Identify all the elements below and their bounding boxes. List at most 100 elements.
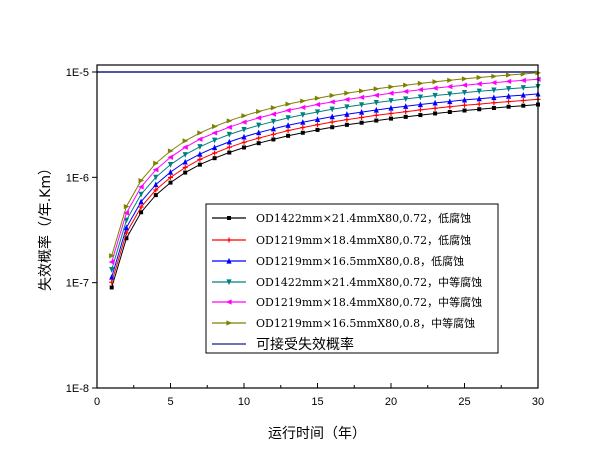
legend-item: OD1219mm×18.4mmX80,0.72，低腐蚀 [212,233,471,247]
marker-triangle-up [476,95,482,102]
y-axis-label: 失效概率（/年.Km） [37,161,54,291]
series-5 [108,76,541,265]
marker-triangle-down [506,86,512,92]
series-line [111,104,539,288]
marker-triangle-right [270,105,277,111]
marker-triangle-up [226,257,232,264]
marker-plus [270,131,276,137]
marker-plus [300,125,306,131]
marker-square [418,113,423,118]
marker-triangle-right [226,320,233,326]
legend-item-acceptable: 可接受失效概率 [212,336,354,353]
marker-triangle-up [329,113,335,120]
marker-plus [315,122,320,128]
marker-triangle-down [417,94,423,101]
marker-triangle-left [461,82,468,88]
marker-triangle-left [167,154,174,160]
marker-triangle-right [388,84,395,90]
marker-triangle-left [490,80,497,86]
marker-triangle-up [520,91,526,98]
marker-triangle-right [476,74,483,81]
marker-triangle-right [109,253,115,259]
marker-triangle-right [359,88,365,94]
marker-triangle-up [256,129,262,136]
marker-plus [506,99,512,105]
series-2 [109,96,541,285]
series-6 [109,70,542,259]
marker-plus [491,100,497,106]
marker-square [183,170,188,175]
marker-square [477,107,482,112]
marker-square [359,120,364,125]
marker-triangle-right [212,123,218,130]
marker-triangle-down [491,87,497,94]
marker-plus [447,104,453,110]
x-tick-label: 15 [311,396,323,408]
marker-triangle-left [270,111,276,117]
marker-triangle-down [359,102,365,108]
legend-item: OD1219mm×16.5mmX80,0.8，低腐蚀 [212,254,464,268]
marker-triangle-down [270,118,276,125]
marker-triangle-right [182,138,189,144]
legend-label: OD1219mm×16.5mmX80,0.8，低腐蚀 [256,254,464,268]
marker-plus [403,109,409,115]
marker-triangle-right [138,177,145,184]
marker-triangle-down [344,104,350,111]
marker-plus [285,128,291,134]
marker-triangle-left [226,124,232,130]
marker-plus [417,107,423,113]
marker-plus [168,174,173,180]
marker-triangle-up [197,151,203,157]
marker-square [315,127,320,132]
marker-triangle-up [212,144,218,151]
marker-square [491,106,496,111]
marker-plus [388,110,394,116]
marker-plus [182,164,188,170]
marker-triangle-down [329,106,335,113]
marker-triangle-down [212,137,218,144]
marker-triangle-up [388,104,394,111]
marker-triangle-left [255,115,262,121]
series-line [111,93,539,278]
marker-triangle-right [344,90,350,96]
marker-triangle-left [138,184,144,190]
marker-triangle-up [109,273,115,280]
marker-square [300,130,305,135]
marker-triangle-down [197,144,203,150]
marker-plus [212,150,218,156]
marker-square [286,133,291,138]
marker-triangle-down [256,122,262,129]
marker-plus [241,139,247,145]
marker-triangle-up [491,94,497,101]
marker-triangle-left [108,259,115,265]
marker-plus [138,204,144,210]
marker-triangle-left [182,144,188,150]
marker-plus [197,156,203,162]
marker-plus [344,117,350,123]
marker-triangle-right [256,108,262,115]
y-tick-label: 1E-6 [66,172,89,184]
marker-triangle-left [417,87,423,93]
legend-box [205,203,499,354]
marker-triangle-up [300,119,306,125]
marker-triangle-up [123,224,129,231]
marker-triangle-right [153,160,159,166]
y-tick-label: 1E-5 [66,67,89,79]
x-tick-label: 20 [385,396,397,408]
marker-square [227,216,231,220]
marker-triangle-up [153,181,159,188]
legend-item: OD1219mm×16.5mmX80,0.8，中等腐蚀 [212,316,475,330]
marker-triangle-left [520,77,526,83]
marker-triangle-left [285,107,291,113]
x-tick-label: 0 [94,396,100,408]
marker-triangle-down [167,162,174,168]
marker-plus [520,98,526,104]
legend-item: OD1219mm×18.4mmX80,0.72，中等腐蚀 [212,295,482,309]
marker-triangle-left [402,88,409,95]
marker-plus [432,105,438,111]
marker-triangle-right [226,118,233,124]
marker-square [271,137,276,142]
marker-triangle-up [285,122,291,128]
y-tick-label: 1E-7 [66,278,89,290]
marker-plus [476,101,482,107]
